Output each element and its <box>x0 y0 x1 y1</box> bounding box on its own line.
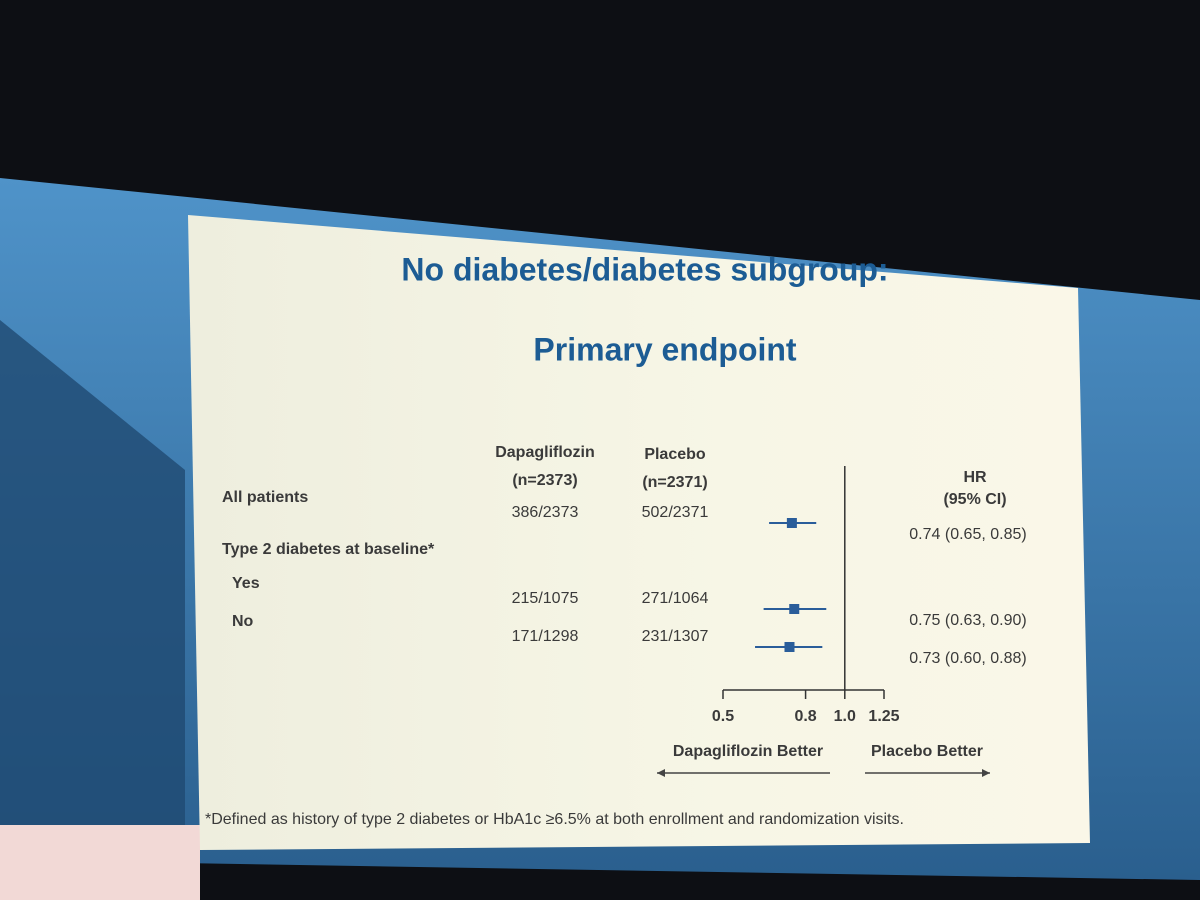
event-count: 386/2373 <box>512 504 579 521</box>
estimate-marker <box>784 642 795 652</box>
value-label: 0.74 (0.65, 0.85) <box>909 526 1026 543</box>
x-tick-label: 0.5 <box>712 708 734 725</box>
column-subheader: (n=2371) <box>642 474 707 491</box>
forest-plot: No diabetes/diabetes subgroup: Primary e… <box>205 251 1027 828</box>
arrowhead <box>982 769 990 777</box>
x-tick-label: 1.0 <box>834 708 856 725</box>
podium <box>0 825 200 900</box>
column-header: Dapagliflozin <box>495 444 595 461</box>
row-label: All patients <box>222 489 308 506</box>
event-count: 171/1298 <box>512 628 579 645</box>
column-header: Placebo <box>644 446 706 463</box>
event-count: 502/2371 <box>642 504 709 521</box>
x-tick-label: 0.8 <box>794 708 816 725</box>
event-count: 231/1307 <box>642 628 709 645</box>
group-label: Type 2 diabetes at baseline* <box>222 541 435 558</box>
effect-header: HR <box>963 469 987 486</box>
direction-label: Dapagliflozin Better <box>673 743 823 760</box>
footnote: *Defined as history of type 2 diabetes o… <box>205 811 904 828</box>
value-label: 0.75 (0.63, 0.90) <box>909 612 1026 629</box>
building <box>0 320 185 830</box>
event-count: 215/1075 <box>512 590 579 607</box>
arrowhead <box>657 769 665 777</box>
direction-label: Placebo Better <box>871 743 983 760</box>
x-tick-label: 1.25 <box>868 708 899 725</box>
column-subheader: (n=2373) <box>512 472 577 489</box>
estimate-marker <box>789 604 800 614</box>
row-label: No <box>232 613 254 630</box>
event-count: 271/1064 <box>642 590 709 607</box>
estimate-marker <box>786 518 797 528</box>
value-label: 0.73 (0.60, 0.88) <box>909 650 1026 667</box>
slide <box>188 215 1090 850</box>
effect-subheader: (95% CI) <box>943 491 1006 508</box>
row-label: Yes <box>232 575 260 592</box>
title-line: No diabetes/diabetes subgroup: <box>401 251 888 287</box>
title-line: Primary endpoint <box>533 331 797 367</box>
